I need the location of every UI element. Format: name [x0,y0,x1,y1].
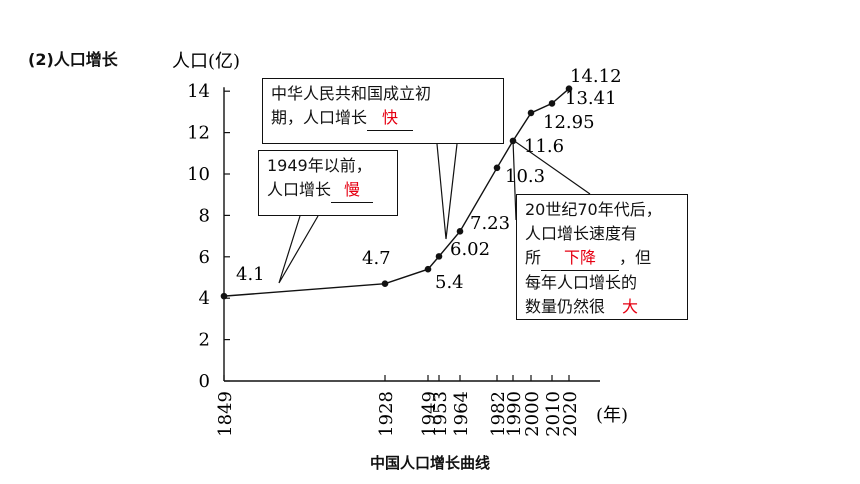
callout-before-1949 [278,215,319,284]
x-tick-label: 2020 [560,391,581,437]
data-point [493,164,501,172]
x-tick-label: 1928 [376,391,397,437]
data-label: 13.41 [565,88,617,109]
x-tick-label: 1982 [488,391,509,437]
y-tick-label: 10 [187,164,210,185]
y-tick-label: 8 [199,205,210,226]
data-point [424,265,432,273]
x-tick-label: 1949 [419,391,440,437]
x-tick-label: 2000 [522,391,543,437]
data-point [381,280,389,288]
data-point [435,253,443,260]
x-tick-label: 2010 [543,391,564,437]
annotation-before-1949: 1949年以前， 人口增长慢 [258,150,398,216]
chart-ticks [223,90,570,382]
x-tick-label: 1953 [430,391,451,437]
annotation-suffix: ，但 [619,248,652,267]
population-line [223,88,570,297]
data-label: 10.3 [505,166,545,187]
data-label: 14.12 [570,66,622,87]
section-heading: (2)人口增长 [28,50,118,69]
answer-fast: 快 [382,108,399,127]
answer-decrease: 下降 [564,248,597,267]
data-point [565,85,573,93]
y-tick-label: 0 [199,371,210,392]
annotation-prefix: 人口增长 [267,180,332,199]
y-axis-label: 人口(亿) [172,51,240,72]
annotation-line: 中华人民共和国成立初 [271,84,432,103]
y-tick-label: 4 [199,288,210,309]
data-point [456,228,464,235]
x-tick-label: 1849 [215,391,236,437]
data-label: 4.1 [236,264,265,285]
annotation-line: 20世纪70年代后， [525,200,662,219]
callout-early-prc [436,143,458,240]
x-tick-label: 1990 [504,391,525,437]
x-tick-label: 1964 [451,391,472,437]
chart-caption: 中国人口增长曲线 [369,454,490,472]
annotation-prefix: 期，人口增长 [271,108,368,127]
y-tick-label: 12 [187,123,210,144]
data-label: 11.6 [524,136,564,157]
chart-axes [223,87,600,382]
data-point [527,109,535,117]
annotation-line: 每年人口增长的 [525,273,638,292]
data-label: 12.95 [543,112,595,133]
data-label: 7.23 [470,213,510,234]
data-point [220,292,228,300]
answer-slow: 慢 [344,180,361,199]
y-tick-label: 14 [187,81,210,102]
annotation-prefix: 数量仍然很 [525,297,606,316]
answer-large: 大 [622,297,639,316]
x-axis-label: (年) [596,405,628,426]
annotation-early-prc: 中华人民共和国成立初 期，人口增长快 [262,78,504,144]
data-label: 5.4 [435,272,464,293]
data-label: 4.7 [362,248,391,269]
annotation-after-1970s: 20世纪70年代后， 人口增长速度有 所 下降 ，但 每年人口增长的 数量仍然很大 [516,194,688,320]
y-tick-label: 2 [199,330,210,351]
y-tick-label: 6 [199,247,210,268]
population-series [220,85,573,300]
annotation-prefix: 所 [525,248,542,267]
annotation-line: 人口增长速度有 [525,224,638,243]
data-point [509,137,517,145]
data-point [548,100,556,107]
data-label: 6.02 [450,239,490,260]
annotation-line: 1949年以前， [267,156,372,175]
